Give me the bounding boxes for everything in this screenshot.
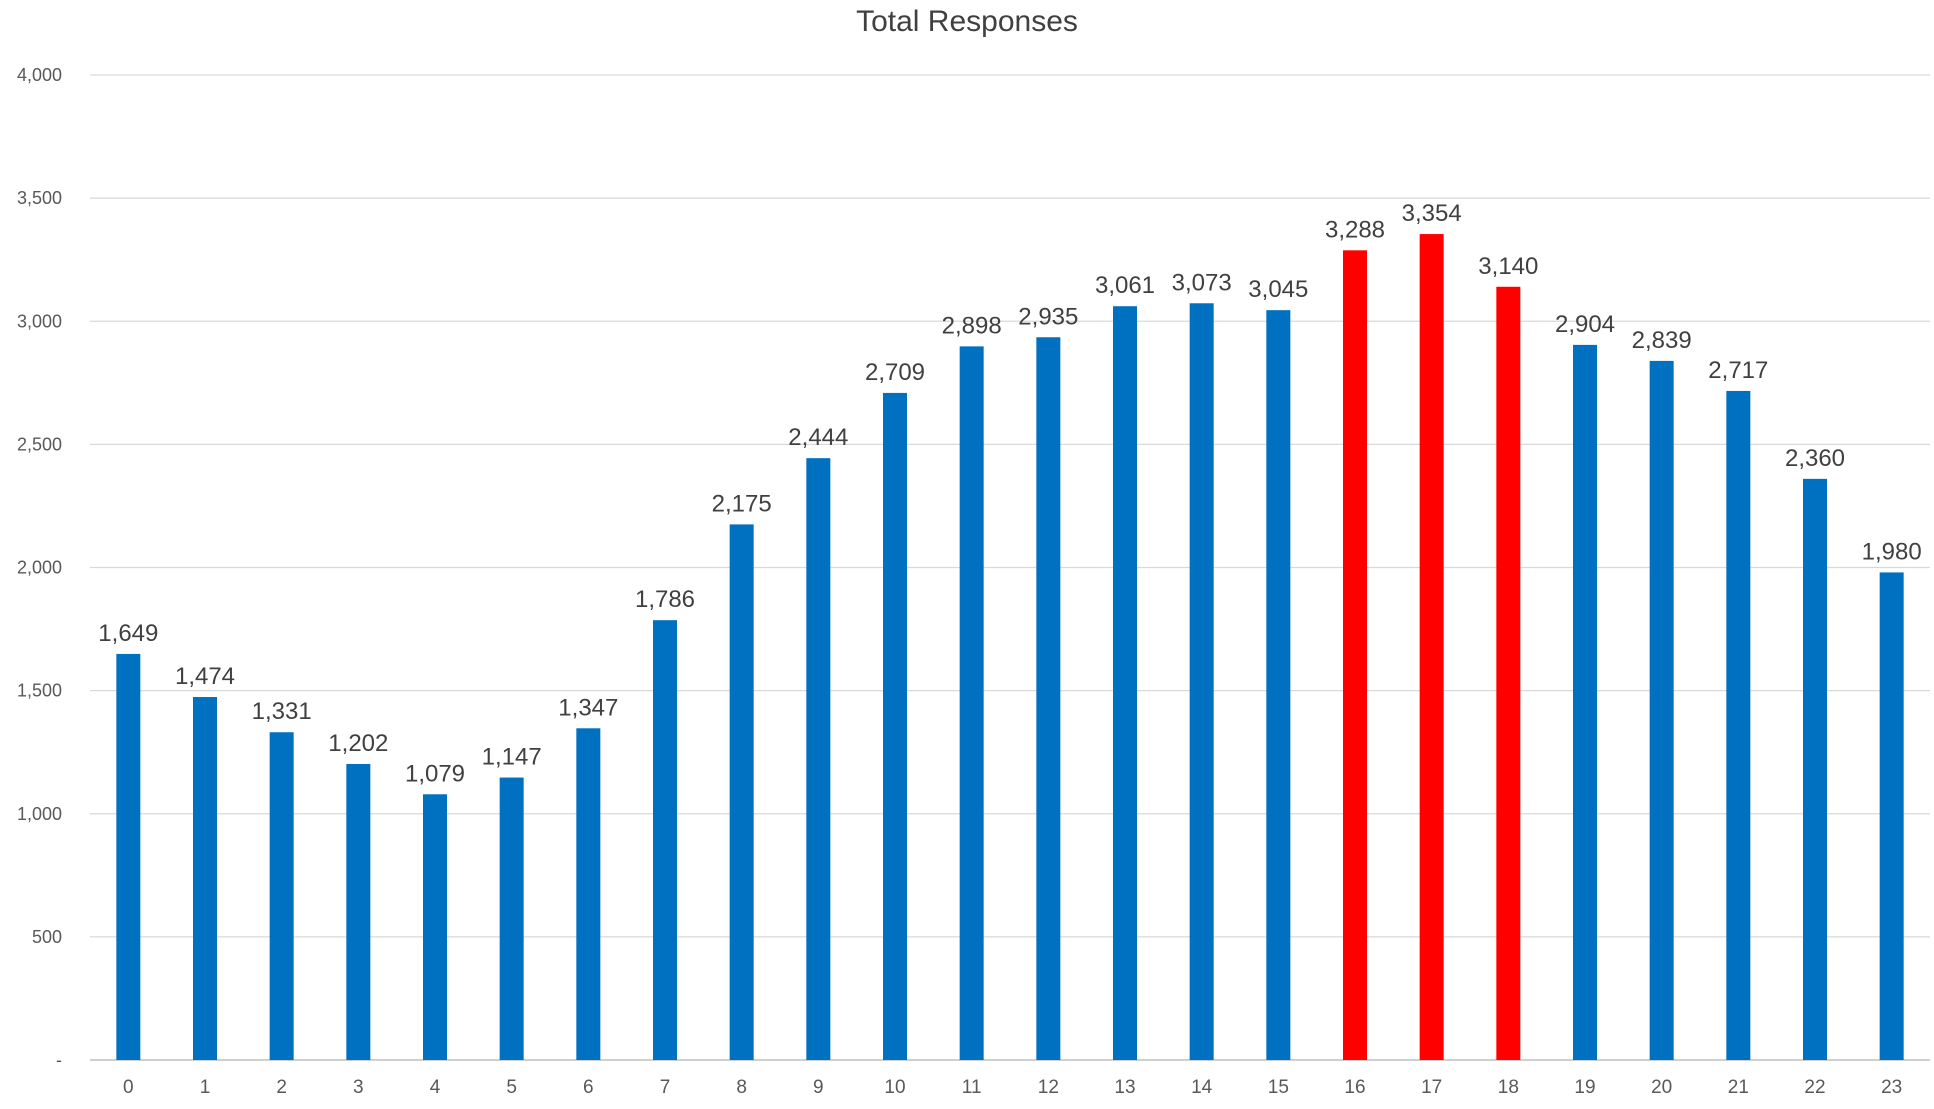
data-label: 1,980	[1862, 538, 1922, 565]
x-tick-label: 17	[1421, 1077, 1442, 1098]
data-label: 1,331	[252, 698, 312, 725]
bar	[1113, 306, 1137, 1060]
data-label: 2,444	[788, 424, 848, 451]
x-tick-label: 16	[1344, 1077, 1365, 1098]
y-tick-label: 2,000	[17, 558, 62, 578]
data-label: 1,786	[635, 586, 695, 613]
x-tick-label: 7	[660, 1077, 671, 1098]
y-tick-label: 1,500	[17, 681, 62, 701]
data-label: 3,140	[1478, 253, 1538, 280]
x-tick-label: 10	[884, 1077, 905, 1098]
x-tick-label: 20	[1651, 1077, 1672, 1098]
bar-highlighted	[1419, 234, 1444, 1060]
data-label: 1,202	[328, 730, 388, 757]
bar	[1036, 337, 1061, 1061]
bar	[883, 392, 907, 1060]
y-axis-ticks: - 500 1,000 1,500 2,000 2,500 3,000 3,500 4,000	[17, 65, 62, 1070]
bar	[423, 794, 447, 1060]
x-tick-label: 4	[430, 1077, 441, 1098]
bar	[806, 458, 831, 1060]
bar	[1879, 572, 1904, 1060]
bar	[1803, 478, 1827, 1061]
y-tick-label: 2,500	[17, 434, 62, 454]
x-tick-label: 0	[123, 1077, 134, 1098]
data-label: 1,347	[558, 694, 618, 721]
bar	[1573, 344, 1597, 1060]
x-tick-label: 3	[353, 1077, 364, 1098]
data-label: 1,474	[175, 663, 235, 690]
x-tick-label: 8	[736, 1077, 747, 1098]
data-label: 2,904	[1555, 311, 1615, 338]
data-label: 2,175	[712, 490, 772, 517]
data-labels: 1,649 1,474 1,331 1,202 1,079 1,147 1,347 1,786…	[98, 200, 1921, 787]
bar	[1726, 390, 1751, 1061]
bars	[116, 234, 1904, 1061]
bar	[959, 346, 984, 1060]
bar	[729, 524, 754, 1060]
y-tick-label: 500	[32, 927, 62, 947]
bar	[1649, 360, 1674, 1060]
x-tick-label: 14	[1191, 1077, 1213, 1098]
bar	[116, 653, 141, 1060]
x-axis-ticks: 0 1 2 3 4 5 6 7 8 9 10 11 12 13 14 15 16 17 18 19 20 21 22 23	[123, 1077, 1902, 1098]
bar	[1189, 303, 1214, 1060]
bar	[269, 732, 294, 1060]
data-label: 2,717	[1708, 357, 1768, 384]
x-tick-label: 5	[506, 1077, 517, 1098]
bar-highlighted	[1496, 286, 1521, 1060]
bar	[576, 728, 601, 1060]
y-tick-label: 3,500	[17, 188, 62, 208]
x-tick-label: 22	[1804, 1077, 1825, 1098]
data-label: 1,649	[98, 620, 158, 647]
x-tick-label: 13	[1114, 1077, 1135, 1098]
data-label: 3,354	[1402, 200, 1462, 227]
data-label: 2,898	[942, 312, 1002, 339]
data-label: 3,288	[1325, 216, 1385, 243]
y-tick-label: 3,000	[17, 311, 62, 331]
data-label: 3,045	[1248, 276, 1308, 303]
x-tick-label: 15	[1268, 1077, 1289, 1098]
data-label: 3,073	[1172, 269, 1232, 296]
x-tick-label: 23	[1881, 1077, 1902, 1098]
x-tick-label: 11	[962, 1077, 982, 1098]
chart-title: Total Responses	[856, 5, 1078, 38]
data-label: 1,147	[482, 744, 542, 771]
x-tick-label: 18	[1498, 1077, 1519, 1098]
y-tick-label: -	[56, 1050, 62, 1070]
y-tick-label: 4,000	[17, 65, 62, 85]
gridlines	[90, 74, 1930, 1061]
bar	[653, 620, 677, 1060]
bar-highlighted	[1343, 250, 1367, 1060]
data-label: 2,360	[1785, 445, 1845, 472]
bar	[346, 764, 371, 1060]
x-tick-label: 19	[1574, 1077, 1595, 1098]
x-tick-label: 6	[583, 1077, 594, 1098]
data-label: 2,709	[865, 359, 925, 386]
x-tick-label: 12	[1038, 1077, 1059, 1098]
x-tick-label: 9	[813, 1077, 824, 1098]
data-label: 3,061	[1095, 272, 1155, 299]
x-tick-label: 21	[1728, 1077, 1749, 1098]
data-label: 2,839	[1632, 327, 1692, 354]
x-tick-label: 1	[200, 1077, 211, 1098]
data-label: 1,079	[405, 760, 465, 787]
bar	[193, 697, 217, 1060]
x-tick-label: 2	[276, 1077, 287, 1098]
y-tick-label: 1,000	[17, 804, 62, 824]
bar	[1266, 310, 1291, 1060]
data-label: 2,935	[1018, 303, 1078, 330]
bar	[499, 777, 524, 1060]
